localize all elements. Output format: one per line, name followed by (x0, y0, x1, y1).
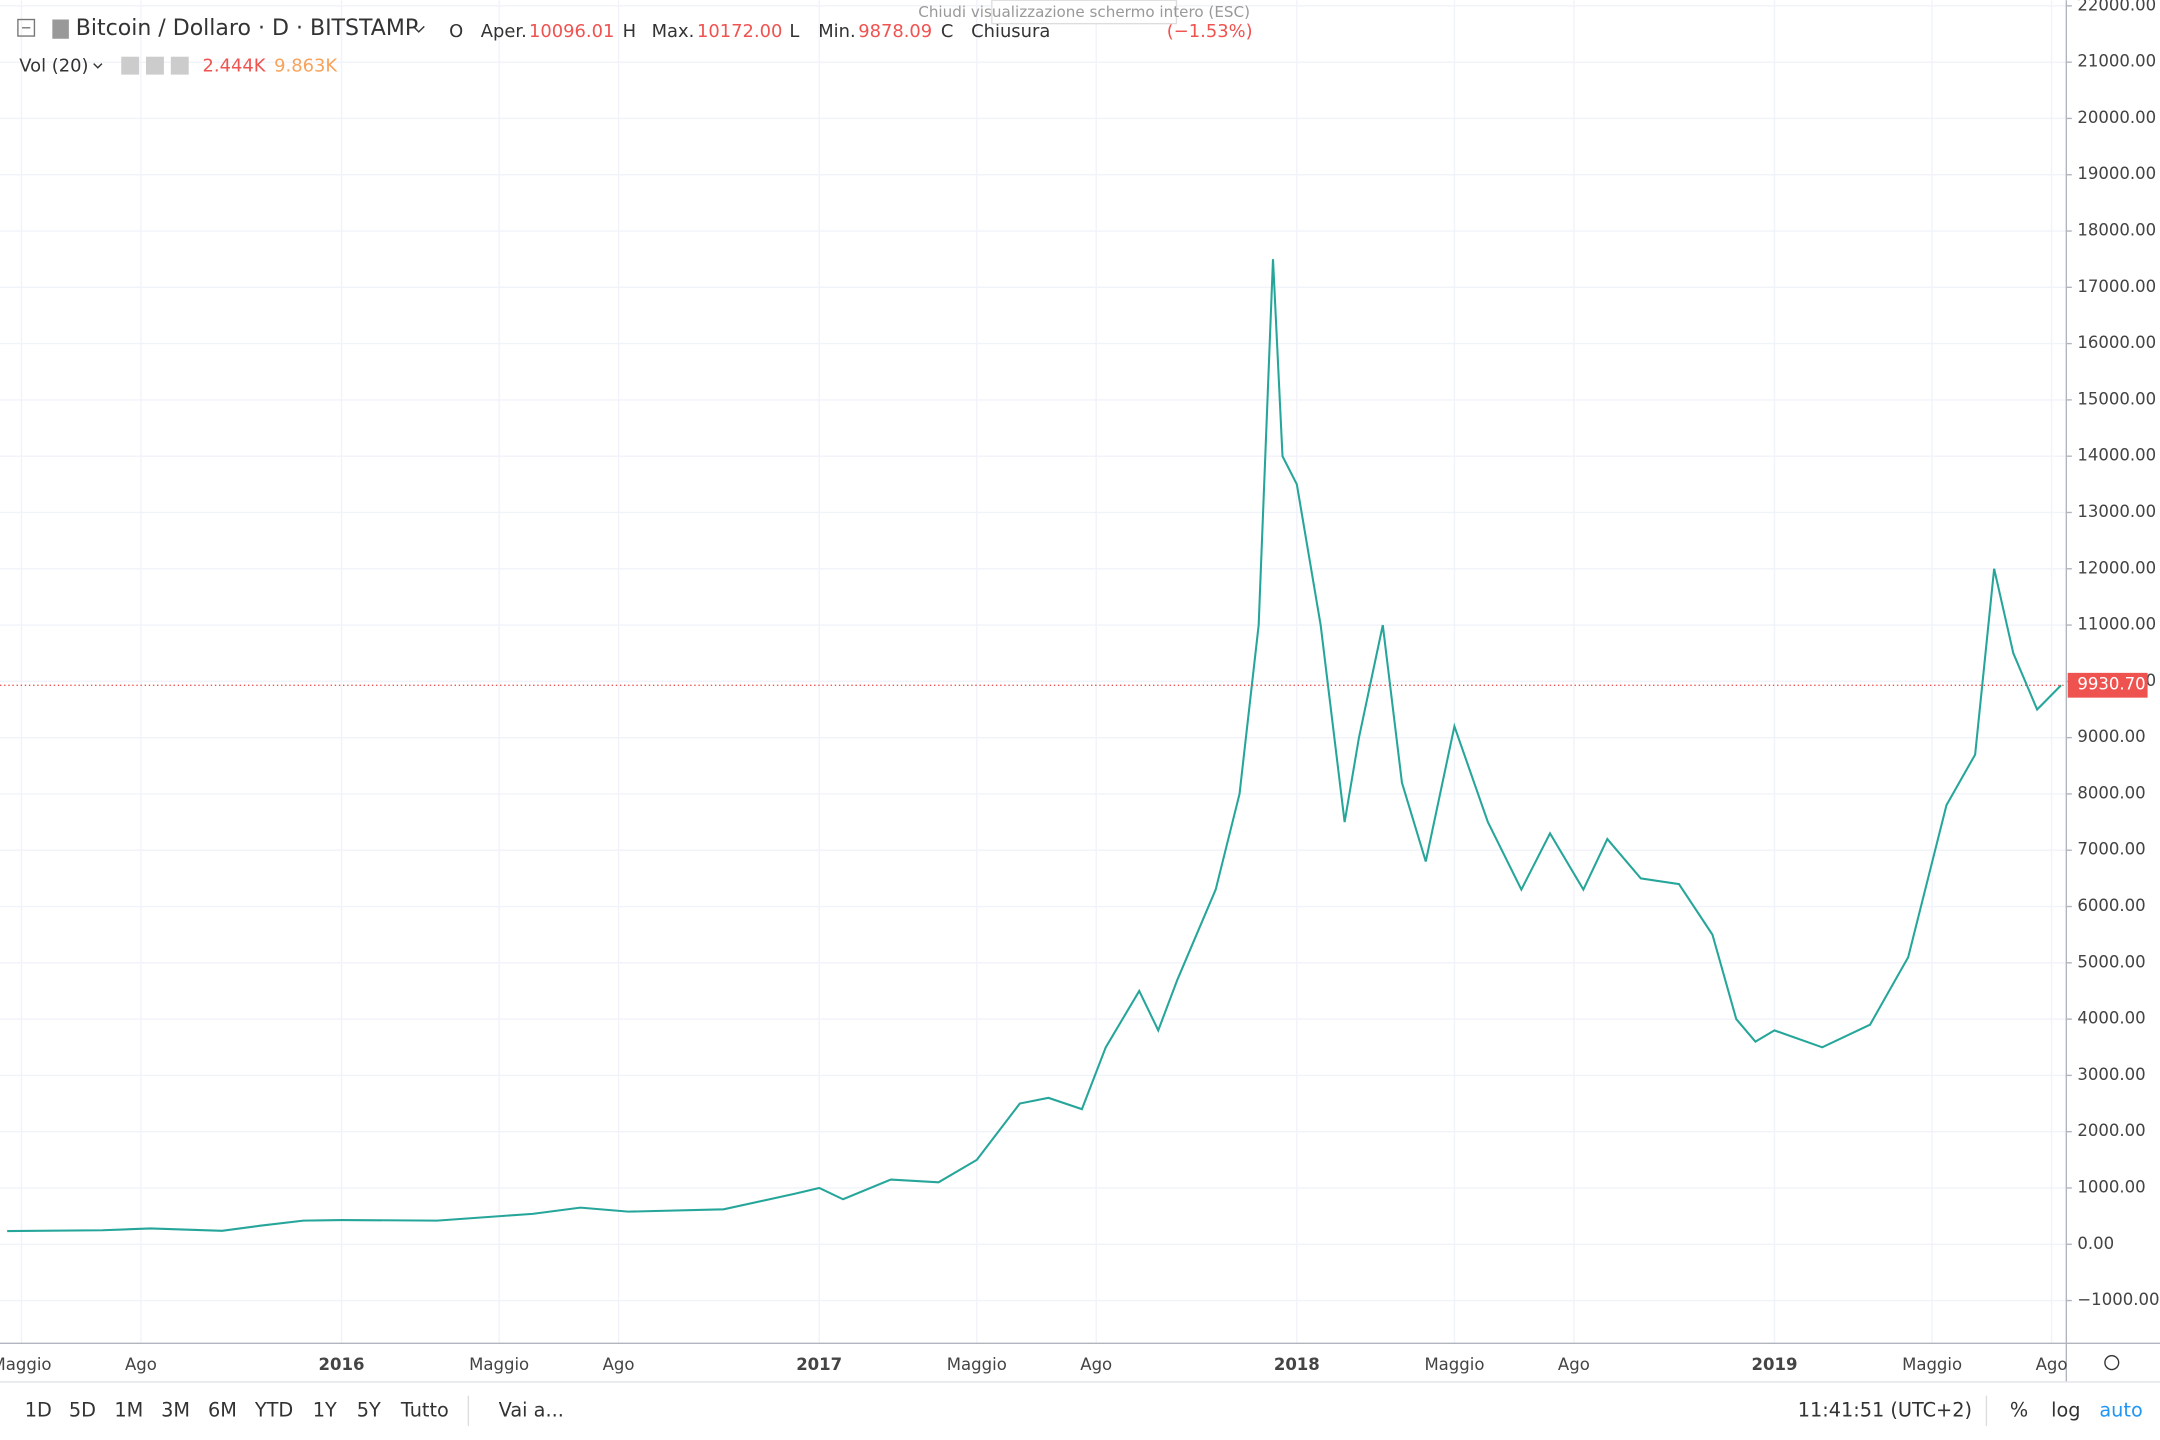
x-tick-label: Ago (603, 1355, 635, 1374)
tooltip (991, 0, 1178, 25)
y-tick-label: 21000.00 (2077, 52, 2156, 71)
y-tick-label: 4000.00 (2077, 1009, 2145, 1028)
x-tick-label: Maggio (469, 1355, 529, 1374)
volume-label[interactable]: Vol (20) (19, 55, 88, 76)
range-button[interactable]: 5Y (357, 1398, 381, 1421)
log-toggle[interactable]: log (2051, 1398, 2080, 1421)
last-price-tag (2067, 672, 2148, 698)
x-tick-label: 2019 (1751, 1355, 1797, 1374)
high-label: Max. (652, 21, 695, 42)
axes: −1000.00 0.00 1000.00 2000.00 3000.00 4000.00… (0, 0, 2159, 1374)
x-tick-label: Ago (1558, 1355, 1590, 1374)
clock: 11:41:51 (UTC+2) (1798, 1398, 1972, 1421)
c-key: C (941, 21, 954, 42)
y-tick-label: 12000.00 (2077, 558, 2156, 577)
y-tick-label: 7000.00 (2077, 840, 2145, 859)
y-tick-label: 9000.00 (2077, 727, 2145, 746)
x-tick-label: Ago (1080, 1355, 1112, 1374)
range-button[interactable]: 6M (208, 1398, 237, 1421)
symbol[interactable]: Bitcoin / Dollaro · D · BITSTAMP (76, 16, 418, 41)
eye-icon[interactable] (121, 56, 140, 75)
y-tick-label: 14000.00 (2077, 446, 2156, 465)
open-value: 10096.01 (529, 21, 614, 42)
y-tick-label: 3000.00 (2077, 1065, 2145, 1084)
l-key: L (789, 21, 799, 42)
auto-toggle[interactable]: auto (2099, 1398, 2142, 1421)
price-line (7, 259, 2062, 1233)
x-tick-label: Ago (2036, 1355, 2068, 1374)
settings-gear[interactable] (2104, 1355, 2120, 1371)
x-tick-label: 2016 (319, 1355, 365, 1374)
last-price-label: 9930.70 (2077, 675, 2145, 694)
tooltip-text: Chiudi visualizzazione schermo intero (E… (918, 3, 1250, 21)
y-tick-label: 0.00 (2077, 1234, 2114, 1253)
y-tick-label: 20000.00 (2077, 108, 2156, 127)
x-tick-label: Maggio (1424, 1355, 1484, 1374)
open-label: Aper. (481, 21, 527, 42)
y-tick-label: 15000.00 (2077, 389, 2156, 408)
y-tick-label: 5000.00 (2077, 952, 2145, 971)
y-tick-label: 6000.00 (2077, 896, 2145, 915)
y-tick-label: 19000.00 (2077, 164, 2156, 183)
x-tick-label: Maggio (0, 1355, 52, 1374)
settings-icon[interactable] (146, 56, 164, 75)
range-button[interactable]: 1M (114, 1398, 143, 1421)
range-button[interactable]: 5D (69, 1398, 96, 1421)
range-button[interactable]: 1Y (313, 1398, 337, 1421)
x-tick-label: Maggio (947, 1355, 1007, 1374)
volume-value: 2.444K (203, 55, 267, 76)
low-value: 9878.09 (858, 21, 932, 42)
y-tick-label: 8000.00 (2077, 783, 2145, 802)
x-tick-label: 2017 (796, 1355, 842, 1374)
dropdown-icon (412, 25, 425, 33)
y-tick-label: −1000.00 (2077, 1290, 2159, 1309)
goto-button[interactable]: Vai a... (499, 1398, 564, 1421)
toolbar: 1D 5D 1M 3M 6M YTD 1Y 5Y Tutto (25, 1398, 449, 1421)
y-tick-label: 22000.00 (2077, 0, 2156, 14)
collapse-icon[interactable] (17, 18, 36, 37)
range-button[interactable]: 3M (161, 1398, 190, 1421)
x-tick-label: Maggio (1902, 1355, 1962, 1374)
x-tick-label: Ago (125, 1355, 157, 1374)
percent-toggle[interactable]: % (2010, 1398, 2028, 1421)
y-tick-label: 16000.00 (2077, 333, 2156, 352)
o-key: O (449, 21, 463, 42)
y-tick-label: 13000.00 (2077, 502, 2156, 521)
change-value: (−1.53%) (1167, 21, 1253, 42)
y-tick-label: 2000.00 (2077, 1121, 2145, 1140)
x-tick-label: 2018 (1274, 1355, 1320, 1374)
range-button[interactable]: 1D (25, 1398, 52, 1421)
grid (0, 0, 2067, 1344)
low-label: Min. (818, 21, 855, 42)
ohlc-legend: O Aper. 10096.01 H Max. 10172.00 L Min. … (449, 21, 1253, 42)
dropdown-icon (93, 63, 103, 69)
range-button[interactable]: Tutto (400, 1398, 449, 1421)
volume-ma-value: 9.863K (274, 55, 338, 76)
range-button[interactable]: YTD (254, 1398, 293, 1421)
y-tick-label: 17000.00 (2077, 277, 2156, 296)
flag-icon[interactable] (52, 19, 69, 39)
y-tick-label: 18000.00 (2077, 221, 2156, 240)
y-tick-label: 1000.00 (2077, 1177, 2145, 1196)
h-key: H (623, 21, 636, 42)
high-value: 10172.00 (697, 21, 782, 42)
remove-icon[interactable] (170, 56, 189, 75)
y-tick-label: 11000.00 (2077, 615, 2156, 634)
close-label: Chiusura (971, 21, 1050, 42)
